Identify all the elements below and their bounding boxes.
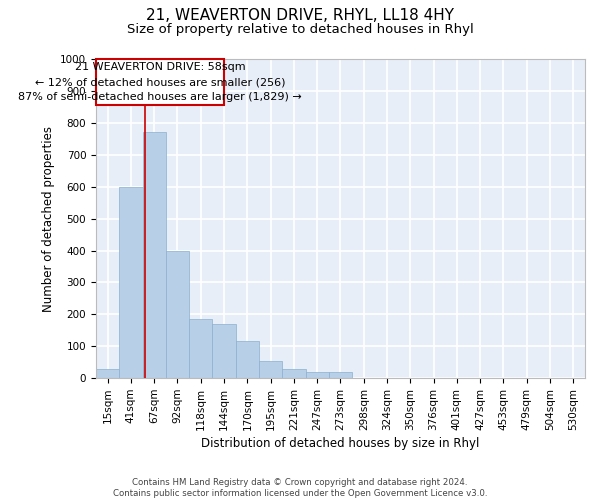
Bar <box>282 370 305 378</box>
Bar <box>143 132 166 378</box>
Bar <box>259 360 282 378</box>
Bar <box>329 372 352 378</box>
Bar <box>212 324 236 378</box>
Bar <box>119 186 143 378</box>
Bar <box>96 59 224 106</box>
Bar <box>236 342 259 378</box>
Text: 21, WEAVERTON DRIVE, RHYL, LL18 4HY: 21, WEAVERTON DRIVE, RHYL, LL18 4HY <box>146 8 454 22</box>
Text: 21 WEAVERTON DRIVE: 58sqm
← 12% of detached houses are smaller (256)
87% of semi: 21 WEAVERTON DRIVE: 58sqm ← 12% of detac… <box>18 62 302 102</box>
Bar <box>189 319 212 378</box>
Text: Contains HM Land Registry data © Crown copyright and database right 2024.
Contai: Contains HM Land Registry data © Crown c… <box>113 478 487 498</box>
Bar <box>305 372 329 378</box>
Text: Size of property relative to detached houses in Rhyl: Size of property relative to detached ho… <box>127 22 473 36</box>
Y-axis label: Number of detached properties: Number of detached properties <box>41 126 55 312</box>
Bar <box>96 370 119 378</box>
X-axis label: Distribution of detached houses by size in Rhyl: Distribution of detached houses by size … <box>202 437 479 450</box>
Bar <box>166 250 189 378</box>
